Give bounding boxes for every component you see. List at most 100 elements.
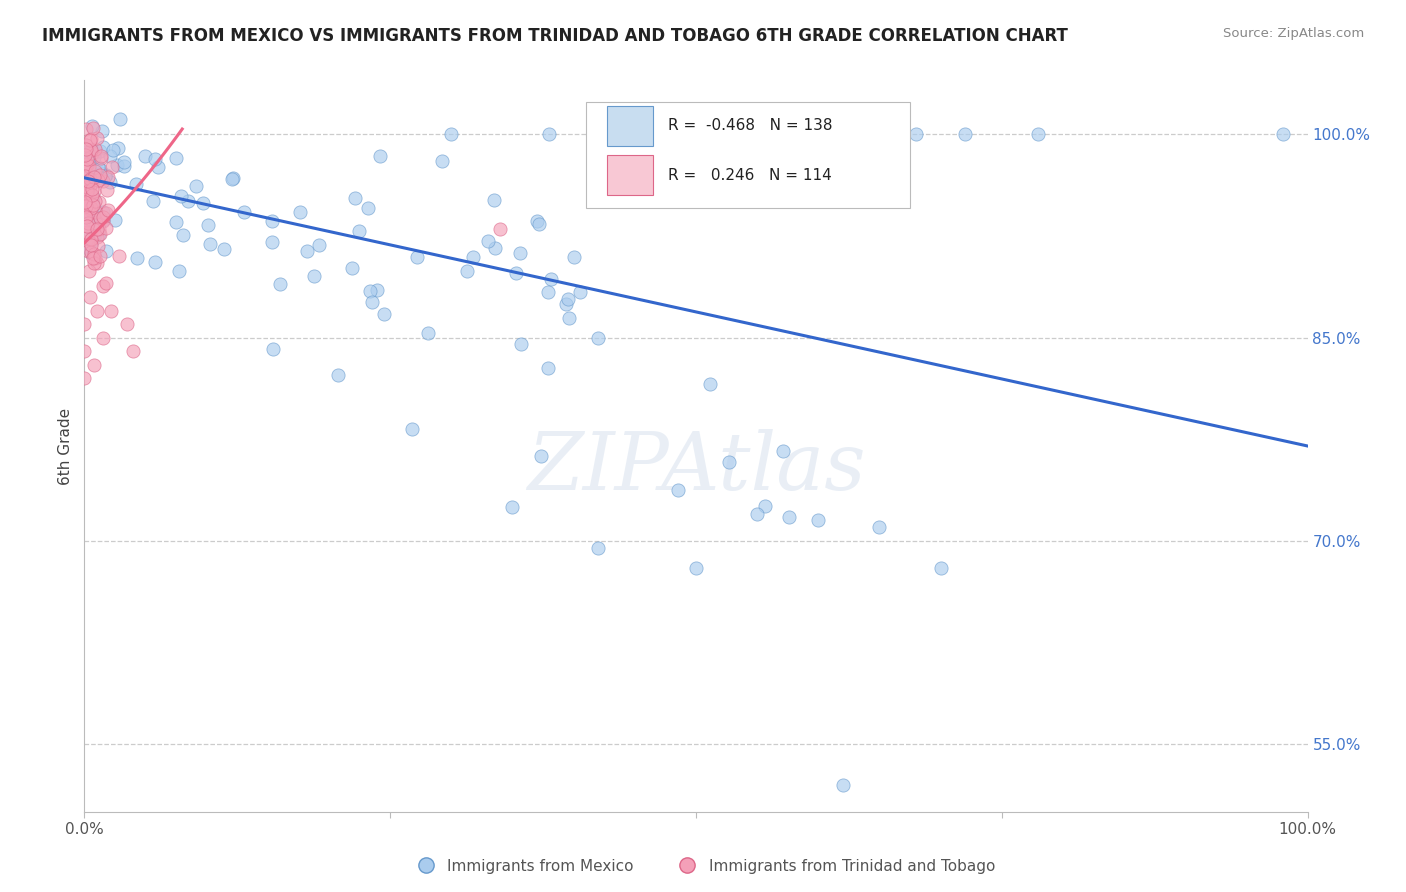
Point	[87, 222, 110, 236]
Point	[75, 157, 97, 171]
Point	[75, 210, 97, 224]
Point	[79, 186, 101, 200]
Point	[558, 311, 581, 326]
Point	[869, 520, 891, 534]
Point	[86, 131, 108, 145]
Point	[76, 180, 98, 194]
Point	[76, 185, 98, 199]
Point	[97, 203, 120, 218]
Point	[98, 149, 121, 163]
Point	[83, 170, 105, 185]
Legend: Immigrants from Mexico, Immigrants from Trinidad and Tobago: Immigrants from Mexico, Immigrants from …	[405, 853, 1001, 880]
Point	[540, 272, 562, 286]
Point	[262, 342, 284, 356]
Point	[79, 197, 101, 211]
Point	[86, 239, 108, 253]
Point	[115, 317, 138, 331]
Point	[75, 210, 97, 224]
Point	[80, 245, 103, 260]
Point	[89, 144, 111, 158]
Point	[77, 148, 100, 162]
Point	[73, 194, 96, 209]
Point	[77, 159, 100, 173]
Text: R =   0.246   N = 114: R = 0.246 N = 114	[668, 168, 831, 183]
Point	[586, 331, 609, 345]
Point	[79, 290, 101, 304]
Bar	[606, 106, 654, 146]
Point	[80, 176, 103, 190]
Point	[125, 177, 148, 191]
FancyBboxPatch shape	[586, 103, 910, 209]
Point	[83, 256, 105, 270]
Point	[87, 195, 110, 210]
Point	[96, 277, 118, 291]
Point	[165, 151, 187, 165]
Point	[76, 145, 98, 159]
Point	[93, 214, 115, 228]
Text: R =  -0.468   N = 138: R = -0.468 N = 138	[668, 119, 832, 134]
Point	[76, 157, 98, 171]
Bar	[606, 155, 654, 195]
Point	[89, 211, 111, 226]
Point	[905, 128, 928, 142]
Point	[869, 128, 891, 142]
Point	[463, 250, 485, 264]
Point	[357, 201, 380, 215]
Point	[76, 219, 98, 233]
Point	[112, 155, 135, 169]
Point	[125, 251, 148, 265]
Point	[177, 194, 200, 208]
Point	[82, 198, 104, 212]
Point	[586, 541, 609, 555]
Point	[98, 175, 121, 189]
Point	[509, 246, 531, 260]
Point	[537, 285, 560, 299]
Point	[73, 185, 96, 199]
Point	[86, 216, 108, 230]
Point	[172, 228, 194, 243]
Point	[75, 188, 97, 202]
Point	[76, 199, 98, 213]
Point	[94, 168, 117, 182]
Point	[308, 237, 330, 252]
Point	[807, 128, 830, 142]
Point	[77, 218, 100, 232]
Point	[416, 326, 439, 341]
Point	[87, 227, 110, 241]
Point	[73, 238, 96, 252]
Point	[91, 213, 114, 227]
Point	[685, 561, 707, 575]
Point	[84, 194, 107, 208]
Point	[184, 179, 207, 194]
Point	[1272, 128, 1295, 142]
Point	[77, 264, 100, 278]
Point	[77, 187, 100, 202]
Point	[75, 199, 97, 213]
Point	[83, 358, 105, 372]
Point	[304, 268, 326, 283]
Point	[83, 247, 105, 261]
Point	[87, 160, 110, 174]
Point	[84, 145, 107, 159]
Point	[262, 214, 284, 228]
Point	[94, 169, 117, 183]
Point	[134, 149, 156, 163]
Point	[76, 219, 98, 233]
Point	[86, 222, 108, 236]
Point	[269, 277, 291, 291]
Point	[953, 128, 976, 142]
Point	[80, 238, 103, 252]
Point	[91, 140, 114, 154]
Point	[75, 137, 97, 152]
Point	[1028, 128, 1050, 142]
Point	[484, 241, 506, 255]
Text: IMMIGRANTS FROM MEXICO VS IMMIGRANTS FROM TRINIDAD AND TOBAGO 6TH GRADE CORRELAT: IMMIGRANTS FROM MEXICO VS IMMIGRANTS FRO…	[42, 27, 1069, 45]
Point	[198, 236, 221, 251]
Point	[79, 193, 101, 207]
Point	[86, 303, 108, 318]
Point	[482, 193, 505, 207]
Point	[77, 176, 100, 190]
Point	[143, 153, 166, 167]
Point	[73, 194, 96, 208]
Point	[80, 246, 103, 260]
